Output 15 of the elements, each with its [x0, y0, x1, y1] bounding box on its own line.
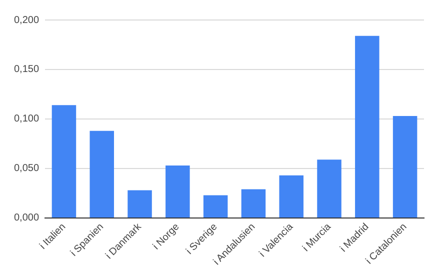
- y-tick-label: 0,050: [14, 163, 40, 174]
- bar: [203, 195, 228, 218]
- bar: [166, 166, 190, 218]
- bar: [279, 175, 304, 218]
- bar: [392, 116, 418, 218]
- y-tick-label: 0,150: [14, 64, 40, 76]
- y-tick-label: 0,000: [14, 212, 40, 224]
- bar: [241, 189, 266, 218]
- bar: [52, 105, 76, 218]
- bar: [128, 190, 152, 218]
- bar: [90, 130, 114, 218]
- y-tick-label: 0,200: [14, 14, 40, 26]
- y-tick-label: 0,100: [14, 114, 40, 125]
- bar: [355, 36, 380, 218]
- bar: [317, 160, 342, 218]
